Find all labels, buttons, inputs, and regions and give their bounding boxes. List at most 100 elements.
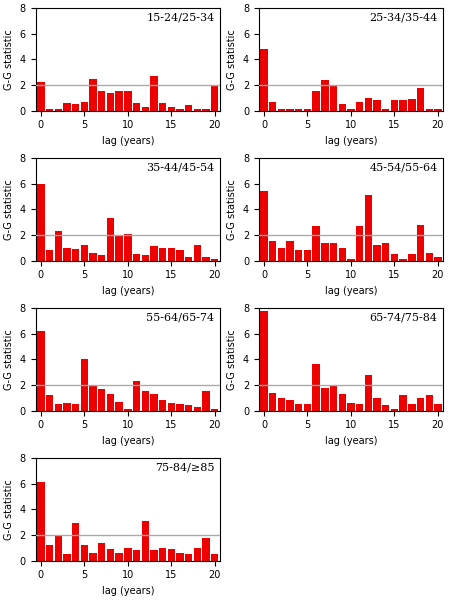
Bar bbox=[98, 389, 106, 410]
Bar bbox=[321, 388, 329, 410]
Bar bbox=[107, 394, 114, 410]
Text: 45-54/55-64: 45-54/55-64 bbox=[370, 162, 438, 172]
Bar bbox=[194, 245, 201, 260]
Bar bbox=[382, 406, 389, 410]
Bar bbox=[159, 548, 166, 560]
Bar bbox=[89, 253, 97, 260]
Bar bbox=[115, 235, 123, 260]
Bar bbox=[286, 400, 294, 410]
Bar bbox=[417, 398, 424, 410]
Bar bbox=[426, 109, 433, 110]
Bar bbox=[46, 109, 53, 110]
X-axis label: lag (years): lag (years) bbox=[101, 586, 154, 596]
Bar bbox=[167, 403, 175, 410]
Bar bbox=[150, 247, 158, 260]
Bar bbox=[176, 250, 184, 260]
Bar bbox=[339, 394, 346, 410]
Bar bbox=[124, 548, 132, 560]
Bar bbox=[408, 99, 415, 110]
Bar bbox=[194, 407, 201, 410]
Bar bbox=[63, 248, 70, 260]
Bar bbox=[286, 241, 294, 260]
Bar bbox=[159, 400, 166, 410]
Bar bbox=[434, 109, 442, 110]
Text: 75-84/≥85: 75-84/≥85 bbox=[155, 462, 215, 472]
Bar bbox=[374, 398, 381, 410]
Bar bbox=[98, 256, 106, 260]
Bar bbox=[63, 103, 70, 110]
Bar bbox=[356, 226, 363, 260]
Bar bbox=[269, 241, 277, 260]
Bar bbox=[141, 521, 149, 560]
Bar bbox=[313, 91, 320, 110]
Bar bbox=[260, 49, 268, 110]
Bar bbox=[330, 385, 337, 410]
Bar bbox=[426, 253, 433, 260]
Bar bbox=[313, 226, 320, 260]
Bar bbox=[107, 218, 114, 260]
Bar bbox=[176, 553, 184, 560]
Bar bbox=[304, 404, 311, 410]
Bar bbox=[89, 385, 97, 410]
Bar bbox=[72, 404, 79, 410]
Bar bbox=[356, 404, 363, 410]
Bar bbox=[107, 549, 114, 560]
X-axis label: lag (years): lag (years) bbox=[101, 286, 154, 296]
Bar bbox=[295, 250, 303, 260]
Text: 65-74/75-84: 65-74/75-84 bbox=[370, 312, 438, 322]
Bar bbox=[211, 259, 219, 260]
Bar bbox=[211, 554, 219, 560]
Bar bbox=[347, 109, 355, 110]
Bar bbox=[211, 409, 219, 410]
Bar bbox=[185, 554, 193, 560]
Bar bbox=[295, 109, 303, 110]
Bar bbox=[81, 101, 88, 110]
Bar bbox=[391, 254, 398, 260]
Bar bbox=[37, 482, 44, 560]
Bar bbox=[408, 404, 415, 410]
Y-axis label: G-G statistic: G-G statistic bbox=[4, 479, 14, 540]
Bar bbox=[185, 106, 193, 110]
Bar bbox=[115, 553, 123, 560]
Bar bbox=[202, 538, 210, 560]
Bar bbox=[46, 395, 53, 410]
Y-axis label: G-G statistic: G-G statistic bbox=[4, 29, 14, 90]
Bar bbox=[202, 391, 210, 410]
Bar bbox=[150, 76, 158, 110]
Bar bbox=[55, 109, 62, 110]
Bar bbox=[347, 259, 355, 260]
Bar bbox=[72, 104, 79, 110]
Y-axis label: G-G statistic: G-G statistic bbox=[4, 179, 14, 240]
Bar bbox=[339, 248, 346, 260]
Bar bbox=[133, 103, 140, 110]
Bar bbox=[382, 109, 389, 110]
Text: 25-34/35-44: 25-34/35-44 bbox=[370, 12, 438, 22]
Bar bbox=[141, 391, 149, 410]
Bar bbox=[167, 107, 175, 110]
Bar bbox=[124, 233, 132, 260]
Bar bbox=[185, 406, 193, 410]
Bar bbox=[124, 409, 132, 410]
Bar bbox=[133, 550, 140, 560]
Bar bbox=[89, 79, 97, 110]
Bar bbox=[150, 394, 158, 410]
Bar bbox=[365, 195, 372, 260]
Bar bbox=[408, 254, 415, 260]
Bar bbox=[133, 254, 140, 260]
Bar bbox=[98, 542, 106, 560]
Bar bbox=[278, 398, 285, 410]
Bar bbox=[304, 250, 311, 260]
Bar bbox=[269, 392, 277, 410]
Bar bbox=[278, 109, 285, 110]
Bar bbox=[400, 100, 407, 110]
Bar bbox=[55, 231, 62, 260]
X-axis label: lag (years): lag (years) bbox=[325, 436, 377, 446]
Bar bbox=[107, 92, 114, 110]
Bar bbox=[63, 554, 70, 560]
Bar bbox=[269, 101, 277, 110]
Y-axis label: G-G statistic: G-G statistic bbox=[227, 179, 237, 240]
Bar bbox=[55, 404, 62, 410]
Bar bbox=[159, 248, 166, 260]
Bar bbox=[374, 100, 381, 110]
Bar bbox=[330, 242, 337, 260]
